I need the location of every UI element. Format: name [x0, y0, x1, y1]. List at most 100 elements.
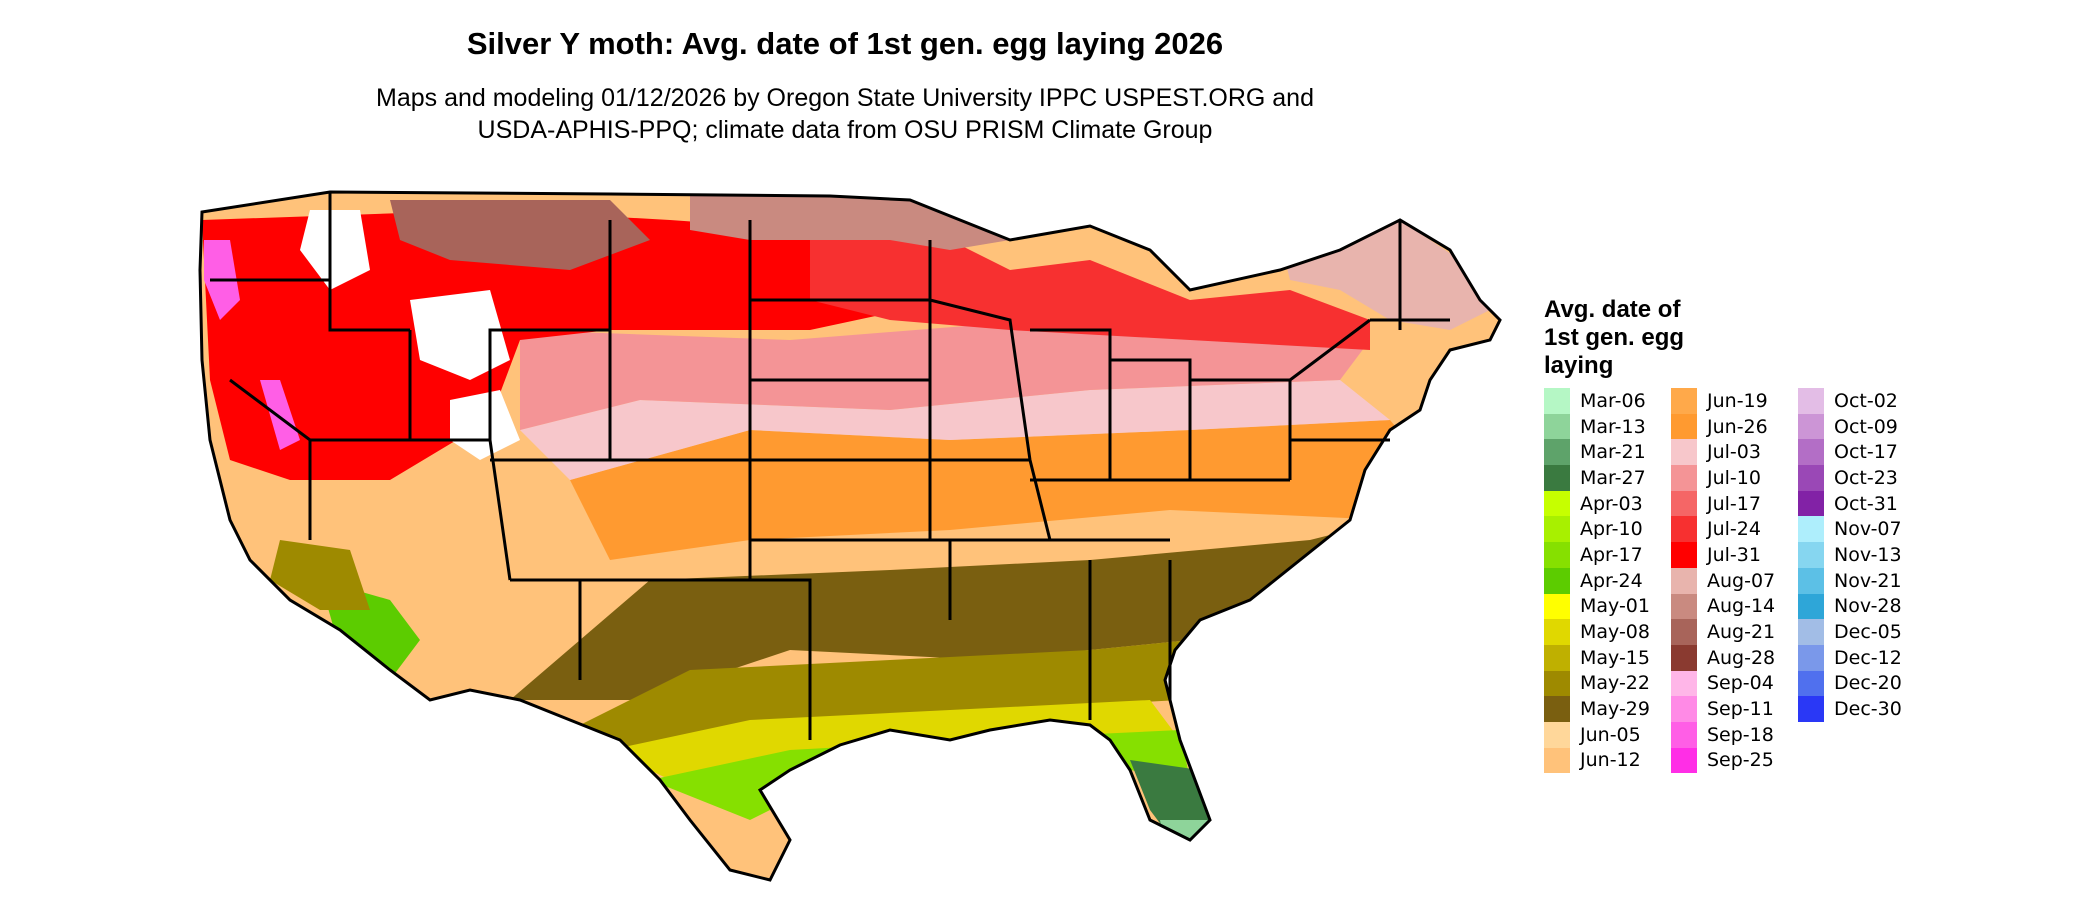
legend-item: Dec-05	[1798, 619, 1902, 645]
legend-label: Sep-04	[1707, 672, 1774, 695]
legend-item: Jul-10	[1671, 465, 1775, 491]
legend-label: Oct-31	[1834, 492, 1898, 515]
legend-label: Aug-14	[1707, 595, 1776, 618]
legend-swatch	[1798, 567, 1824, 594]
legend-item: Apr-24	[1544, 567, 1650, 594]
legend-label: Aug-21	[1707, 621, 1776, 644]
legend-item: Sep-04	[1671, 670, 1775, 697]
legend-item: Aug-28	[1671, 644, 1776, 671]
legend-label: Oct-09	[1834, 415, 1898, 438]
zone-sierra-magenta	[260, 380, 300, 450]
legend-item: May-15	[1544, 644, 1650, 671]
legend-item: Jul-17	[1671, 490, 1775, 517]
legend-swatch	[1798, 542, 1824, 568]
legend-label: Nov-07	[1834, 518, 1902, 541]
legend-item: Apr-03	[1544, 490, 1650, 517]
legend-swatch	[1798, 593, 1824, 620]
legend-swatch	[1798, 670, 1824, 697]
legend-swatch	[1671, 747, 1697, 774]
legend-item: May-01	[1544, 593, 1650, 620]
legend-item: Nov-07	[1798, 516, 1902, 543]
legend-swatch	[1544, 542, 1570, 568]
legend-item: Oct-23	[1798, 465, 1902, 491]
zone-great-lakes-red	[810, 220, 1370, 350]
legend-label: Mar-21	[1580, 441, 1646, 464]
legend-swatch	[1544, 593, 1570, 620]
legend-swatch	[1544, 439, 1570, 466]
legend-swatch	[1544, 644, 1570, 671]
legend-label: Jun-19	[1707, 389, 1768, 412]
legend-swatch	[1671, 439, 1697, 466]
legend-swatch	[1544, 670, 1570, 697]
legend-item: Jul-24	[1671, 516, 1775, 543]
zone-idaho-white	[300, 210, 370, 290]
legend-item: Nov-21	[1798, 567, 1902, 594]
legend-swatch	[1671, 670, 1697, 697]
legend-swatch	[1798, 619, 1824, 645]
legend-label: Jun-26	[1707, 415, 1768, 438]
legend-label: Aug-07	[1707, 569, 1776, 592]
legend-item: Sep-18	[1671, 721, 1775, 748]
legend-label: Sep-25	[1707, 749, 1774, 772]
legend-label: Jun-12	[1580, 749, 1641, 772]
legend-item: Sep-25	[1671, 747, 1775, 774]
legend-label: Mar-27	[1580, 466, 1646, 489]
legend-title: Avg. date of 1st gen. egg laying	[1544, 296, 1685, 379]
legend-swatch	[1671, 619, 1697, 645]
zone-desert-olive	[270, 540, 370, 610]
legend-label: Dec-30	[1834, 698, 1902, 721]
legend-label: Mar-06	[1580, 389, 1646, 412]
legend-label: Apr-24	[1580, 569, 1643, 592]
legend-label: Jul-17	[1707, 492, 1761, 515]
legend-item: Jun-12	[1544, 747, 1650, 774]
legend-swatch	[1798, 413, 1824, 440]
us-degree-day-map	[198, 190, 1502, 882]
legend-swatch	[1798, 490, 1824, 517]
legend-item: May-08	[1544, 619, 1650, 645]
legend-label: Jul-10	[1707, 466, 1761, 489]
legend-swatch	[1671, 721, 1697, 748]
subtitle-line-2: USDA-APHIS-PPQ; climate data from OSU PR…	[477, 116, 1213, 144]
legend-swatch	[1798, 439, 1824, 466]
legend-label: Apr-10	[1580, 518, 1643, 541]
legend-item: Dec-20	[1798, 670, 1902, 697]
legend-swatch	[1544, 696, 1570, 722]
national-outline	[198, 190, 1502, 882]
legend-swatch	[1671, 388, 1697, 414]
legend-label: Apr-03	[1580, 492, 1643, 515]
legend-item: May-22	[1544, 670, 1650, 697]
legend-item: Jun-19	[1671, 388, 1775, 414]
legend-item: Mar-13	[1544, 413, 1650, 440]
subtitle-line-1: Maps and modeling 01/12/2026 by Oregon S…	[376, 84, 1314, 112]
legend-swatch	[1544, 516, 1570, 543]
zone-north-red	[202, 210, 950, 480]
legend-swatch	[1544, 721, 1570, 748]
legend-item: Nov-13	[1798, 542, 1902, 568]
legend-item: Jun-26	[1671, 413, 1775, 440]
legend-label: Sep-18	[1707, 723, 1774, 746]
legend-swatch	[1671, 567, 1697, 594]
legend-swatch	[1798, 388, 1824, 414]
legend-swatch	[1544, 619, 1570, 645]
legend-item: Mar-06	[1544, 388, 1650, 414]
legend-label: Oct-17	[1834, 441, 1898, 464]
map-fill-zones	[200, 192, 1500, 880]
legend-item: Apr-17	[1544, 542, 1650, 568]
legend-label: May-15	[1580, 646, 1650, 669]
legend-label: Nov-28	[1834, 595, 1902, 618]
legend-item: Jun-05	[1544, 721, 1650, 748]
zone-rockies-white	[410, 290, 510, 380]
legend-column: Mar-06 Mar-13 Mar-21 Mar-27 Apr-03 Apr-10 Apr-…	[1544, 388, 1650, 774]
legend: Avg. date of 1st gen. egg laying Mar-06 M…	[1544, 296, 1984, 788]
legend-item: Apr-10	[1544, 516, 1650, 543]
legend-label: Oct-02	[1834, 389, 1898, 412]
legend-label: Apr-17	[1580, 543, 1643, 566]
legend-swatch	[1671, 413, 1697, 440]
legend-swatch	[1798, 696, 1824, 722]
legend-item: Aug-07	[1671, 567, 1776, 594]
legend-label: Aug-28	[1707, 646, 1776, 669]
zone-central-orange	[570, 420, 1440, 560]
legend-swatch	[1798, 644, 1824, 671]
state-line-central	[748, 220, 1052, 740]
legend-label: Dec-12	[1834, 646, 1902, 669]
